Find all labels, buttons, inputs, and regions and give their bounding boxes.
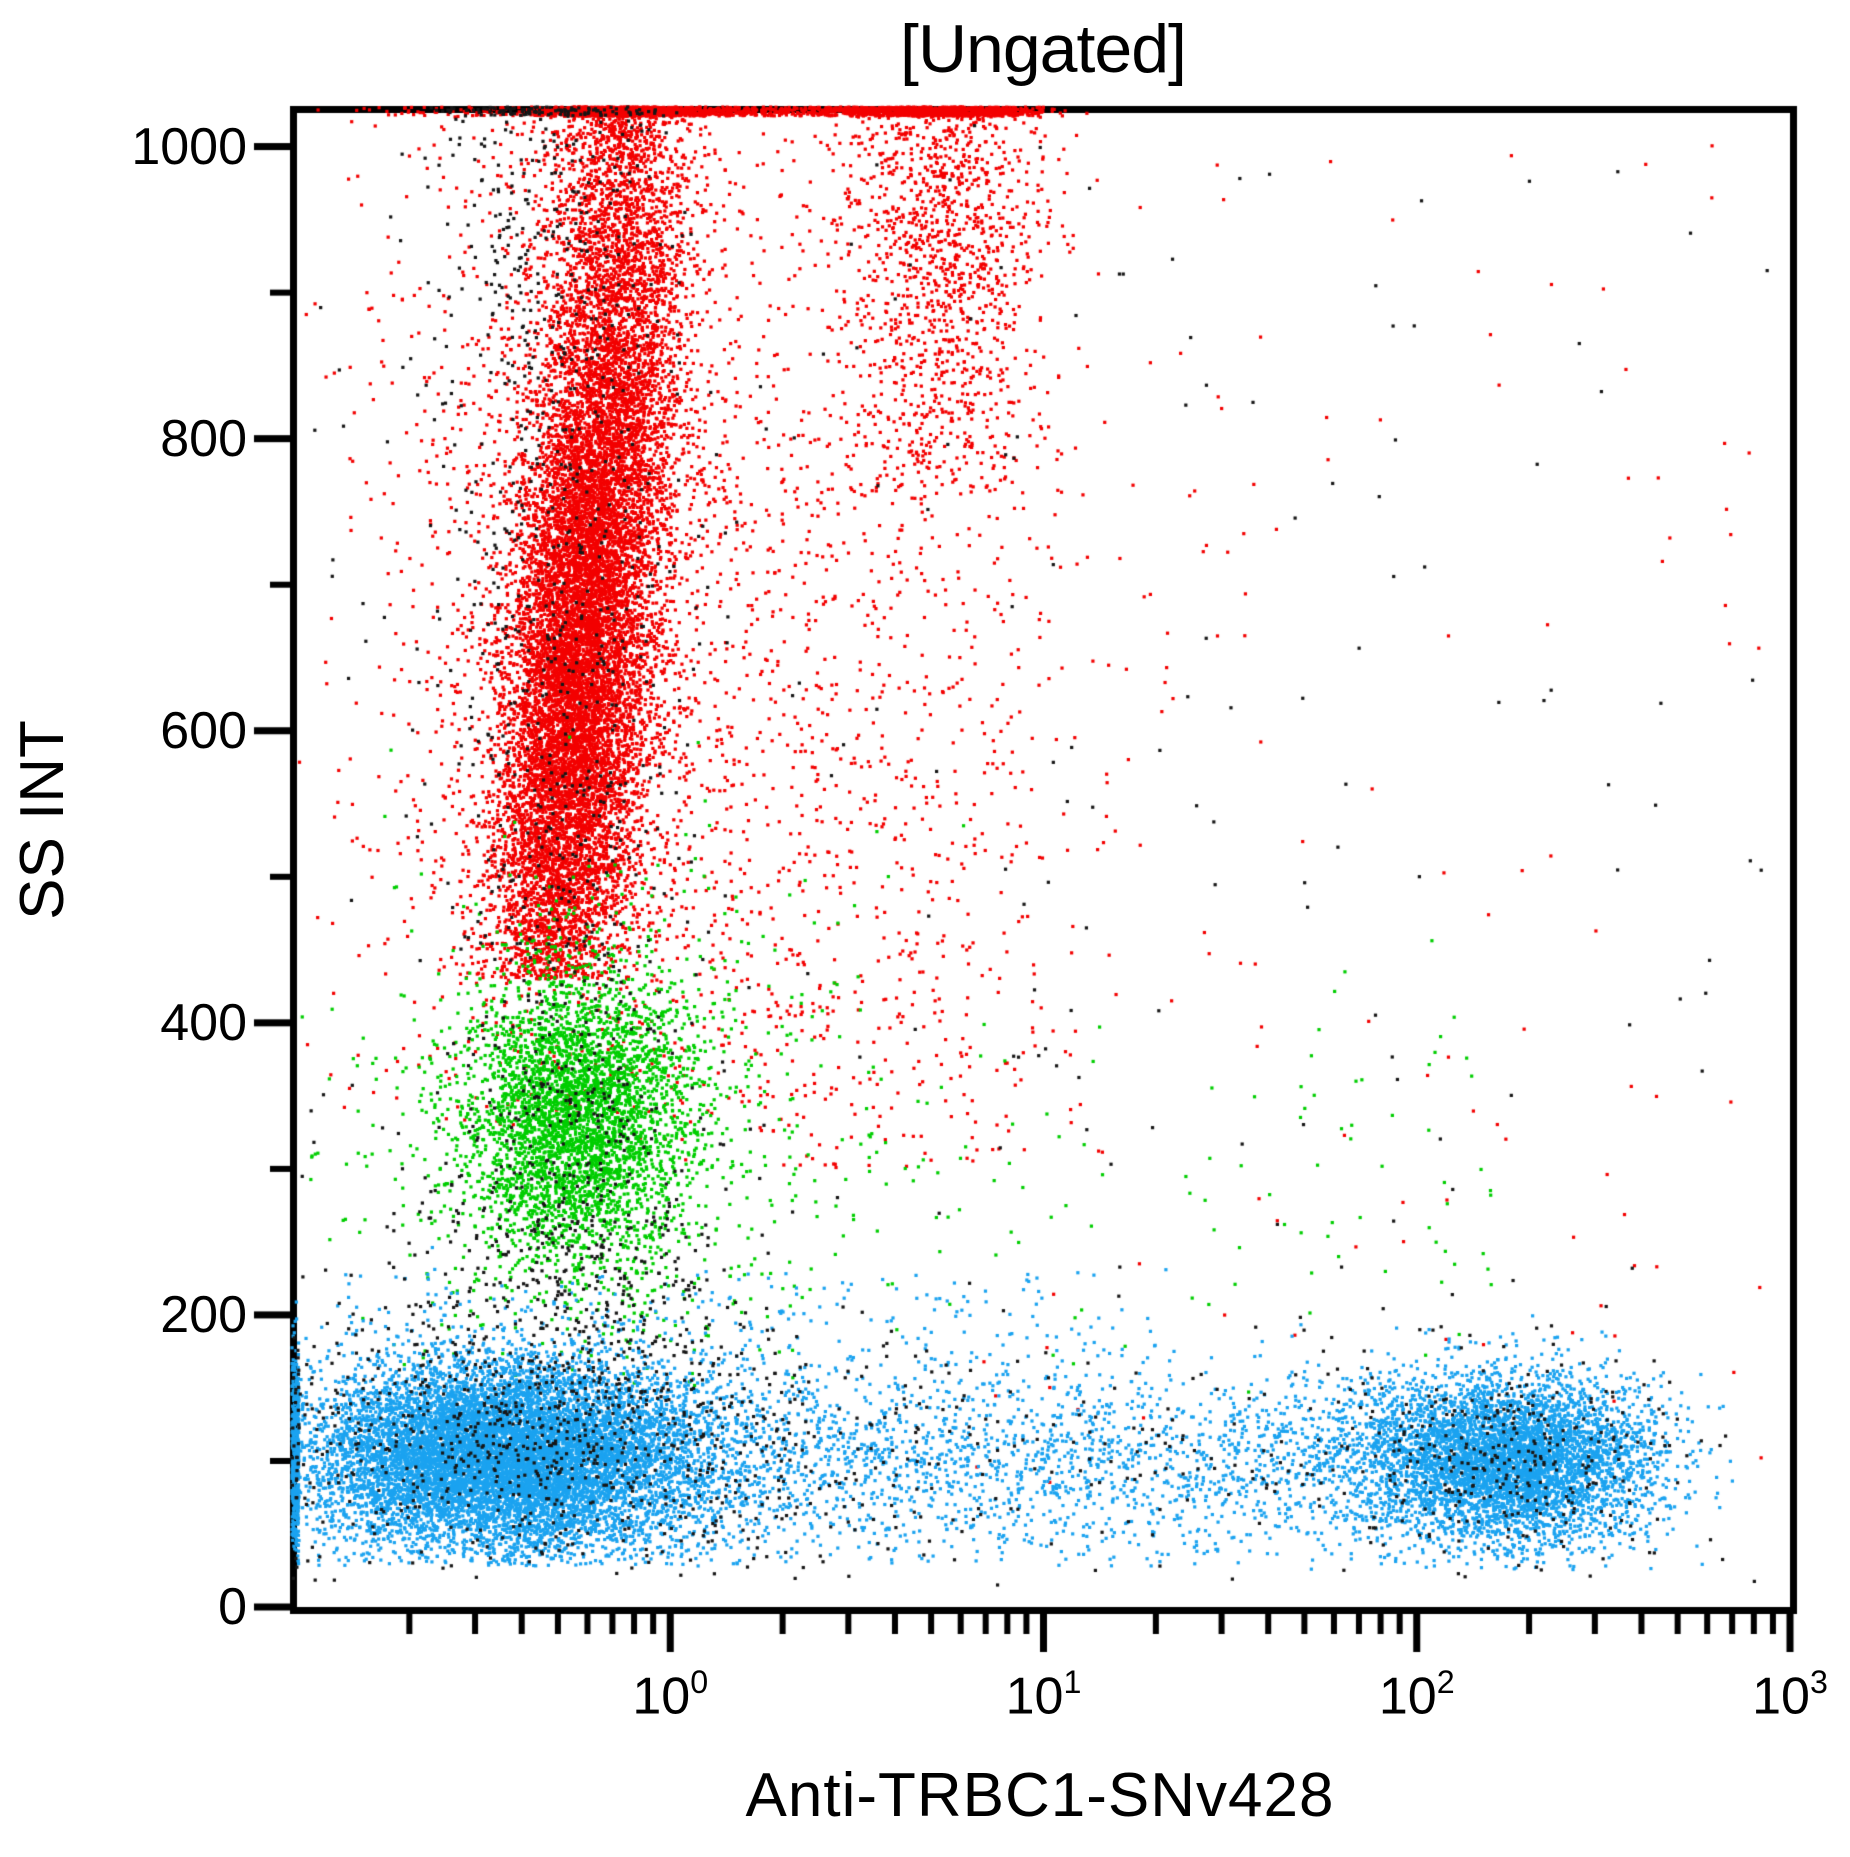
y-tick-label: 600 <box>160 701 247 760</box>
x-tick-label: 100 <box>632 1664 709 1726</box>
chart-title: [Ungated] <box>900 11 1187 87</box>
y-tick-label: 1000 <box>131 117 247 176</box>
y-tick-label: 400 <box>160 993 247 1052</box>
x-tick-label: 102 <box>1378 1664 1455 1726</box>
y-tick-label: 800 <box>160 409 247 468</box>
x-tick-label: 101 <box>1005 1664 1082 1726</box>
x-tick-label: 103 <box>1752 1664 1828 1726</box>
y-tick-label: 200 <box>160 1285 247 1344</box>
y-tick-label: 0 <box>218 1578 247 1636</box>
x-axis-label: Anti-TRBC1-SNv428 <box>745 1761 1335 1830</box>
